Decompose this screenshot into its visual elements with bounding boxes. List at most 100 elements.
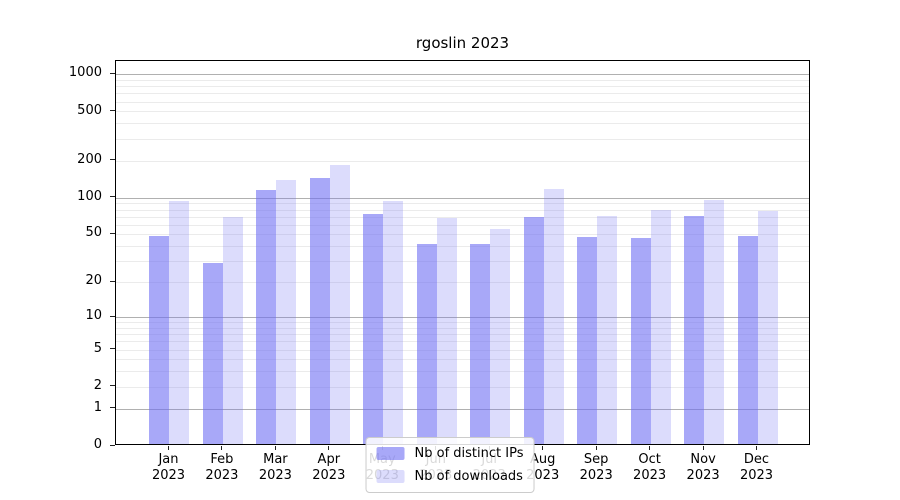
plot-area	[115, 60, 810, 445]
y-tick	[110, 385, 115, 387]
y-tick-label: 5	[93, 340, 102, 356]
x-tick-label-year: 2023	[312, 468, 346, 483]
x-tick-label-year: 2023	[258, 468, 292, 483]
bar-distinct-ips-jan	[149, 235, 170, 444]
y-tick-label: 100	[77, 188, 102, 204]
x-tick	[649, 446, 651, 450]
x-tick-label-month: Oct	[638, 452, 661, 467]
bar-distinct-ips-dec	[737, 235, 758, 444]
x-tick-label-month: Jan	[158, 452, 179, 467]
bar-downloads-jan	[169, 201, 190, 444]
y-tick	[110, 315, 115, 317]
bar-downloads-apr	[329, 164, 350, 444]
gridline-minor	[116, 93, 809, 95]
x-tick-label-month: Sep	[583, 452, 609, 467]
y-tick	[110, 159, 115, 161]
gridline-minor	[116, 282, 809, 284]
bar-downloads-aug	[543, 189, 564, 444]
x-tick-label-month: Apr	[317, 452, 341, 467]
bar-downloads-mar	[276, 179, 297, 444]
gridline-minor	[116, 111, 809, 113]
gridline-minor	[116, 246, 809, 248]
x-tick-label-year: 2023	[633, 468, 667, 483]
y-tick	[110, 110, 115, 111]
y-tick-label: 2	[93, 377, 102, 393]
y-tick	[110, 232, 115, 234]
legend-label-downloads: Nb of downloads	[414, 469, 523, 484]
y-tick-label: 200	[77, 151, 102, 167]
x-tick-label-month: Mar	[263, 452, 288, 467]
gridline-minor	[116, 334, 809, 336]
bar-downloads-dec	[757, 211, 778, 444]
y-tick-label: 50	[85, 225, 102, 241]
gridline-minor	[116, 386, 809, 388]
gridline-minor	[116, 261, 809, 263]
y-tick-label: 1000	[68, 65, 102, 81]
bar-distinct-ips-aug	[523, 217, 544, 444]
legend-entry-downloads: Nb of downloads	[376, 468, 524, 485]
x-tick	[274, 446, 276, 450]
y-tick	[110, 280, 115, 282]
x-tick	[221, 446, 223, 450]
bar-distinct-ips-may	[363, 213, 384, 444]
gridline-major	[116, 74, 809, 76]
y-tick-label: 500	[77, 102, 102, 118]
gridline-major	[116, 408, 809, 410]
gridline-minor	[116, 322, 809, 324]
gridline-minor	[116, 209, 809, 211]
gridline-minor	[116, 160, 809, 162]
y-tick-label: 0	[93, 437, 102, 452]
y-tick	[110, 348, 115, 350]
gridline-minor	[116, 327, 809, 329]
y-tick-label: 1	[93, 399, 102, 415]
bar-distinct-ips-apr	[309, 178, 330, 444]
bar-downloads-may	[383, 201, 404, 444]
x-tick-label-month: Feb	[210, 452, 234, 467]
gridline-major	[116, 316, 809, 318]
gridline-minor	[116, 359, 809, 361]
bar-distinct-ips-oct	[630, 238, 651, 444]
gridline-minor	[116, 341, 809, 343]
x-tick-label-year: 2023	[739, 468, 774, 483]
bar-distinct-ips-nov	[684, 216, 705, 444]
y-tick	[110, 444, 115, 446]
gridline-minor	[116, 349, 809, 351]
gridline-minor	[116, 371, 809, 373]
legend-entry-distinct-ips: Nb of distinct IPs	[376, 445, 524, 462]
x-tick-label-month: Nov	[690, 452, 716, 467]
bar-downloads-sep	[597, 216, 618, 444]
legend-swatch-distinct-ips-icon	[376, 447, 405, 460]
bar-distinct-ips-jul	[470, 244, 491, 444]
x-tick	[328, 446, 330, 450]
y-tick	[110, 407, 115, 409]
bar-distinct-ips-feb	[202, 262, 223, 444]
y-tick-label: 10	[85, 308, 102, 323]
x-tick-label-month: Aug	[529, 452, 556, 467]
bar-downloads-feb	[222, 217, 243, 444]
gridline-minor	[116, 138, 809, 140]
bar-downloads-jul	[490, 229, 511, 444]
x-tick	[595, 446, 597, 450]
gridline-minor	[116, 101, 809, 103]
y-tick	[110, 196, 115, 198]
bar-downloads-nov	[704, 200, 725, 444]
x-tick-label-year: 2023	[686, 468, 720, 483]
y-tick	[110, 72, 115, 74]
legend-swatch-downloads-icon	[376, 470, 405, 483]
bar-distinct-ips-jun	[416, 244, 437, 444]
legend: Nb of distinct IPs Nb of downloads	[365, 437, 535, 493]
x-tick-label-year: 2023	[205, 468, 239, 483]
legend-label-distinct-ips: Nb of distinct IPs	[414, 446, 524, 461]
bar-downloads-oct	[650, 210, 671, 444]
x-tick	[168, 446, 169, 450]
bar-distinct-ips-mar	[256, 189, 277, 444]
gridline-major	[116, 197, 809, 199]
x-tick	[756, 446, 757, 450]
x-tick-label-year: 2023	[151, 468, 186, 483]
x-tick	[542, 446, 544, 450]
gridline-minor	[116, 86, 809, 88]
gridline-minor	[116, 234, 809, 236]
x-tick	[702, 446, 704, 450]
x-tick-label-year: 2023	[579, 468, 613, 483]
gridline-minor	[116, 203, 809, 205]
